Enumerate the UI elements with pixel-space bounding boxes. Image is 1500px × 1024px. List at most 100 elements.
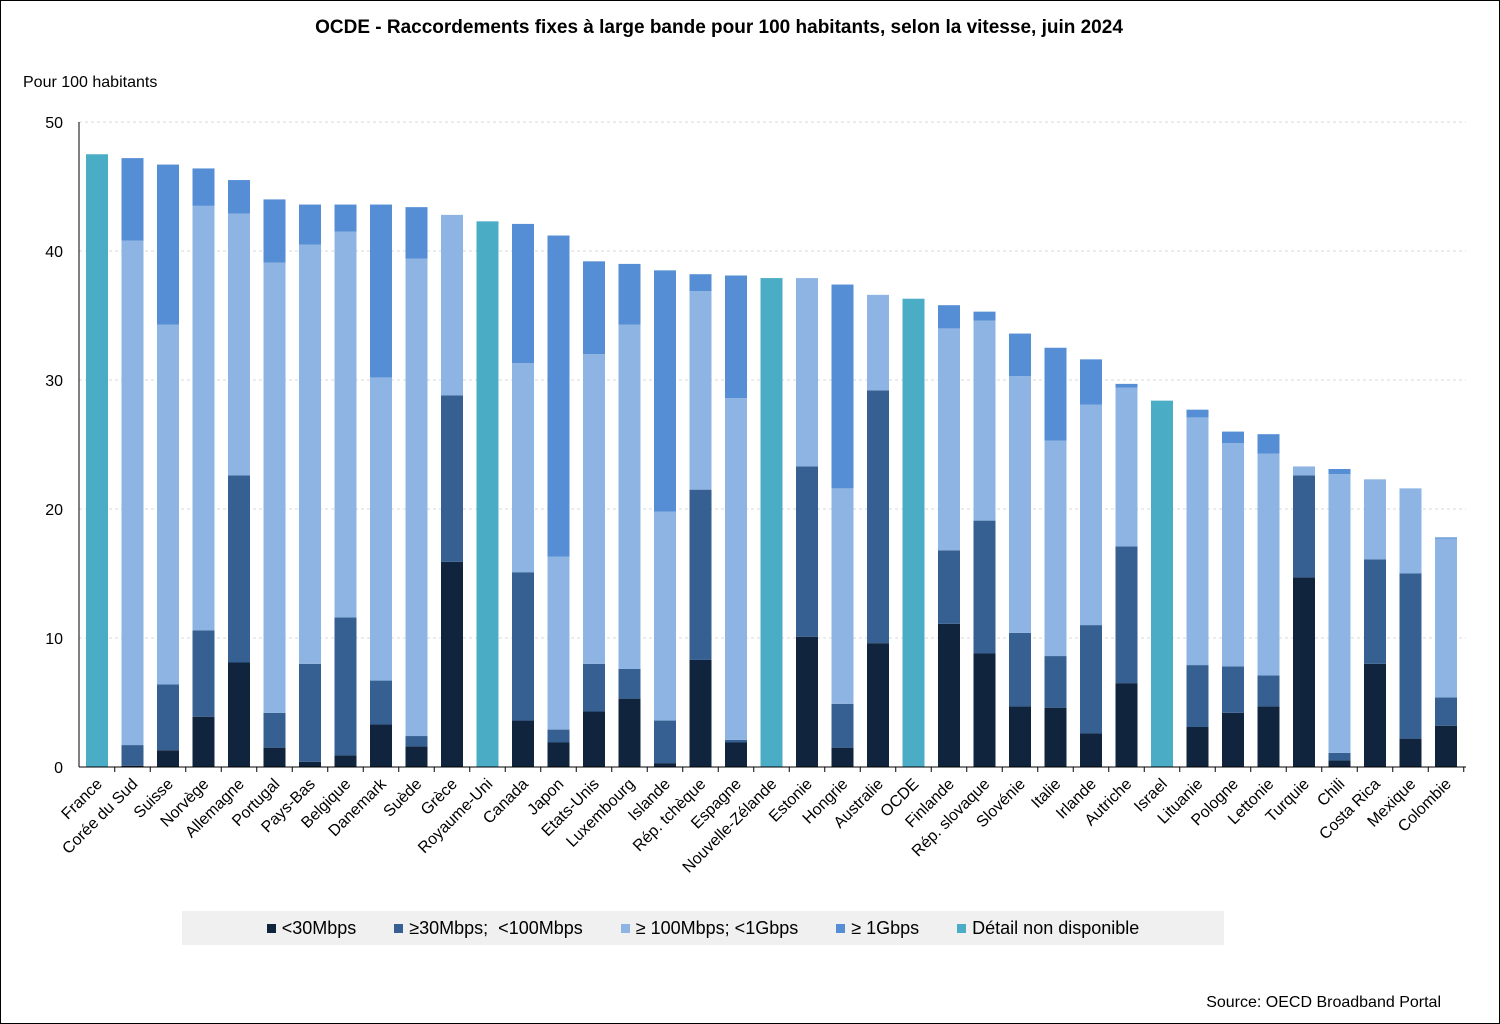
bar-segment — [1328, 760, 1351, 767]
bar-segment — [831, 703, 854, 748]
legend-item: <30Mbps — [266, 917, 357, 939]
bar-segment — [689, 659, 712, 767]
bar-segment — [1115, 546, 1138, 684]
bar-segment — [618, 263, 641, 325]
bar-segment — [938, 623, 960, 767]
bar-segment — [1399, 573, 1422, 739]
legend-swatch — [620, 923, 630, 933]
y-tick-label: 30 — [45, 373, 63, 390]
bar-segment — [1257, 675, 1280, 707]
bar-segment — [1257, 706, 1280, 767]
bar-segment — [654, 511, 676, 721]
chart-title: OCDE - Raccordements fixes à large bande… — [315, 17, 1123, 38]
source-note: Source: OECD Broadband Portal — [1206, 994, 1441, 1011]
bar-segment — [192, 716, 215, 767]
bar-segment — [867, 294, 889, 391]
bar-segment — [973, 653, 996, 767]
bar-segment — [121, 765, 144, 767]
legend-label: <30Mbps — [281, 917, 357, 938]
bar-segment — [1364, 479, 1386, 560]
bar-segment — [796, 466, 818, 637]
bar-segment — [1044, 440, 1067, 657]
bar-segment — [1115, 383, 1138, 388]
bar-segment — [1328, 752, 1351, 761]
bar-segment — [831, 284, 854, 489]
bar-segment — [1009, 706, 1031, 767]
bar-segment — [192, 205, 215, 631]
bar-segment — [512, 363, 534, 573]
bar-segment — [1364, 663, 1386, 767]
bar-segment — [1435, 537, 1457, 539]
bar-segment — [1364, 559, 1386, 664]
bar-segment — [263, 712, 286, 748]
bar-segment — [1257, 434, 1280, 454]
bar-segment — [228, 475, 250, 663]
bar-segment — [618, 668, 641, 699]
x-tick-label: Suède — [381, 776, 426, 821]
bar-segment — [725, 398, 747, 740]
bar-segment — [547, 235, 570, 557]
bar-segment — [867, 643, 889, 767]
bar-segment — [1044, 656, 1067, 708]
bar-segment — [512, 223, 534, 364]
bar-segment — [796, 278, 818, 467]
bar-segment — [1044, 347, 1067, 441]
bar-segment — [512, 720, 534, 767]
bar-segment — [192, 630, 215, 717]
bar-segment — [441, 561, 463, 767]
bar-segment — [583, 354, 605, 664]
bar-segment — [1435, 697, 1457, 726]
bar-segment — [157, 324, 179, 685]
bar-segment — [654, 270, 676, 512]
bar-segment — [1080, 404, 1102, 626]
bar-segment — [618, 324, 641, 669]
bar-segment — [547, 729, 570, 743]
legend-item: ≥ 100Mbps; <1Gbps — [620, 917, 799, 939]
bar-segment — [121, 240, 144, 746]
bar-segment — [1009, 376, 1031, 633]
legend-item: Détail non disponible — [957, 918, 1139, 939]
bar-segment — [973, 311, 996, 321]
bar-segment — [902, 298, 925, 767]
bar-segment — [405, 736, 428, 747]
bar-segment — [299, 663, 321, 762]
bar-segment — [1186, 727, 1209, 767]
bar-segment — [334, 204, 357, 232]
legend-label: ≥ 1Gbps — [851, 917, 920, 938]
y-tick-label: 10 — [45, 631, 63, 648]
bar-segment — [299, 244, 321, 664]
bar-segment — [938, 305, 960, 329]
bar-segment — [1222, 431, 1244, 444]
legend-label: ≥ 100Mbps; <1Gbps — [635, 917, 799, 938]
bar-segment — [370, 204, 392, 378]
bar-segment — [1115, 683, 1138, 767]
bar-segment — [121, 745, 144, 766]
bar-segment — [725, 739, 747, 743]
bar-segment — [725, 742, 747, 767]
bar-segment — [1257, 453, 1280, 676]
legend-item: ≥30Mbps; <100Mbps — [394, 918, 583, 939]
bar-segment — [1115, 387, 1138, 547]
bar-segment — [1151, 400, 1173, 767]
bar-segment — [334, 617, 357, 756]
bar-segment — [583, 663, 605, 712]
bar-segment — [654, 720, 676, 764]
bar-segment — [1080, 625, 1102, 734]
bar-segment — [725, 275, 747, 399]
bar-segment — [157, 164, 179, 325]
bar-segment — [1186, 417, 1209, 666]
bar-segment — [689, 290, 712, 490]
y-tick-label: 0 — [54, 760, 63, 777]
bar-segment — [1222, 443, 1244, 667]
bar-segment — [192, 168, 215, 206]
bar-segment — [583, 711, 605, 767]
bar-segment — [760, 278, 783, 767]
y-axis-label: Pour 100 habitants — [23, 74, 158, 91]
bar-segment — [299, 204, 321, 245]
bar-segment — [441, 395, 463, 562]
legend-label: Détail non disponible — [972, 917, 1140, 938]
bar-segment — [1009, 333, 1031, 377]
bar-segment — [334, 231, 357, 618]
bar-segment — [512, 572, 534, 721]
bar-segment — [689, 489, 712, 660]
